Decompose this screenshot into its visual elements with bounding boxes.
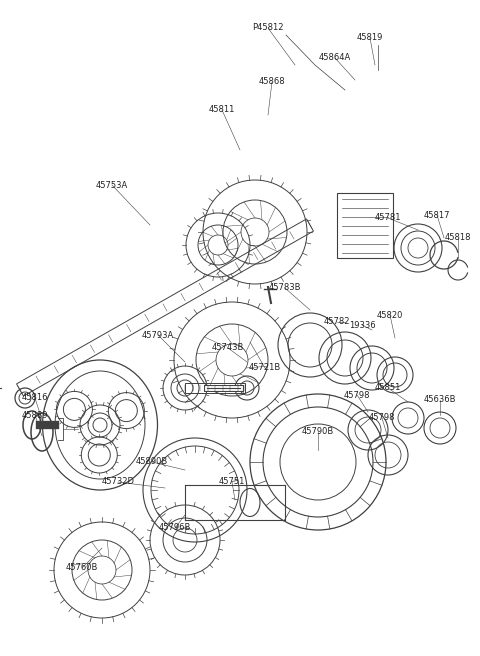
Text: 45889: 45889 (22, 411, 48, 419)
Text: 45781: 45781 (375, 213, 401, 222)
Text: 45782: 45782 (324, 318, 350, 327)
Text: 45798: 45798 (369, 413, 395, 422)
Text: 45760B: 45760B (66, 564, 98, 573)
Text: 45817: 45817 (424, 211, 450, 220)
Text: 45816: 45816 (22, 394, 48, 403)
Text: 45864A: 45864A (319, 54, 351, 62)
Text: 45793A: 45793A (142, 331, 174, 340)
Text: 45811: 45811 (209, 106, 235, 115)
Text: P45812: P45812 (252, 24, 284, 33)
Text: 45753A: 45753A (96, 180, 128, 190)
Text: 19336: 19336 (348, 321, 375, 329)
Text: 45751: 45751 (219, 478, 245, 487)
Text: 45819: 45819 (357, 33, 383, 43)
Text: 45732D: 45732D (101, 478, 134, 487)
Text: 45783B: 45783B (269, 283, 301, 293)
Text: 45890B: 45890B (136, 457, 168, 466)
Text: 45796B: 45796B (159, 523, 191, 533)
Text: 45868: 45868 (259, 77, 285, 87)
Text: 45790B: 45790B (302, 428, 334, 436)
Text: 45818: 45818 (445, 234, 471, 243)
Text: 45851: 45851 (375, 384, 401, 392)
Text: 45721B: 45721B (249, 363, 281, 373)
Text: 45798: 45798 (344, 390, 370, 400)
Text: 45743B: 45743B (212, 344, 244, 352)
Text: 45820: 45820 (377, 310, 403, 319)
Text: 45636B: 45636B (424, 396, 456, 405)
